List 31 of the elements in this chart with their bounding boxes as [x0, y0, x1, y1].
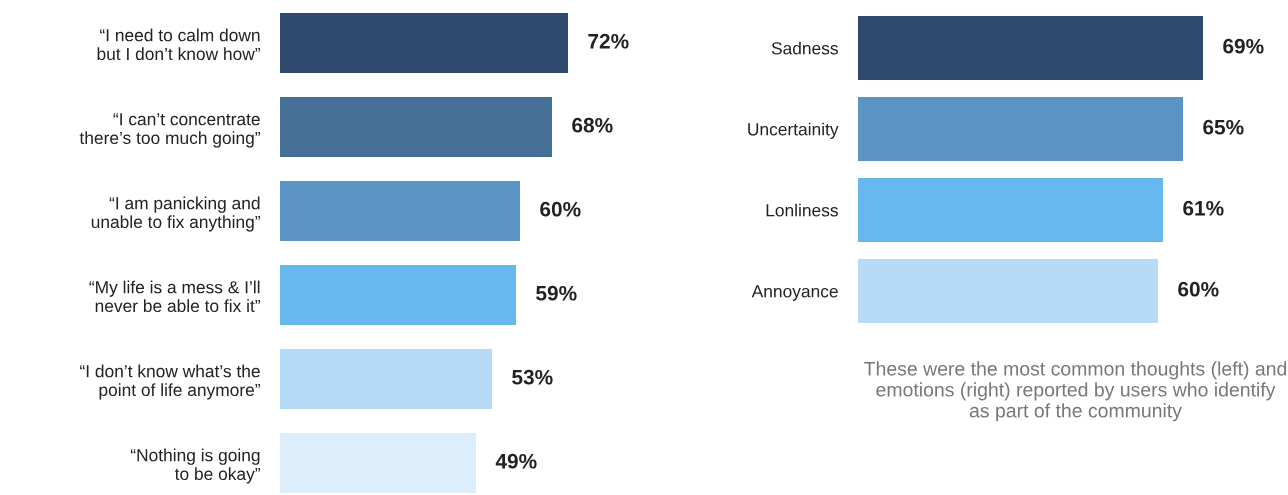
bar: [858, 178, 1163, 242]
data-label: 65%: [1203, 119, 1244, 135]
data-label: 49%: [495, 453, 537, 469]
data-label: 68%: [572, 117, 613, 133]
data-label: 53%: [512, 369, 553, 385]
y-tick-label: Annoyance: [751, 285, 838, 301]
y-tick-label: “I can’t concentrate there’s too much going”: [79, 113, 260, 148]
bar: [280, 97, 552, 157]
bar: [280, 433, 476, 493]
data-label: 60%: [1178, 281, 1219, 297]
bar: [858, 259, 1158, 323]
y-tick-label: Uncertainity: [748, 122, 839, 139]
data-label: 61%: [1183, 200, 1224, 216]
y-tick-label: “Nothing is going to be okay”: [130, 448, 260, 484]
bar: [280, 349, 492, 409]
y-tick-label: “I don’t know what’s the point of life anymore”: [80, 364, 260, 400]
data-label: 69%: [1223, 38, 1264, 54]
data-label: 60%: [540, 201, 581, 217]
y-tick-label: “I am panicking and unable to fix anything”: [91, 196, 260, 232]
bar: [858, 16, 1203, 80]
data-label: 72%: [588, 33, 629, 49]
y-tick-label: Sadness: [771, 41, 838, 55]
text: These were the most common thoughts (left) and emotions (right) reported by users who identify as part of the community: [864, 361, 1287, 422]
y-tick-label: “I need to calm down but I don’t know how”: [97, 28, 260, 61]
data-label: 59%: [536, 285, 577, 301]
y-tick-label: Lonliness: [766, 203, 838, 217]
bar: [280, 265, 516, 325]
bar: [280, 13, 568, 73]
y-tick-label: “My life is a mess & I’ll never be able to fix it”: [89, 280, 260, 313]
bar: [858, 97, 1183, 161]
bar: [280, 181, 520, 241]
